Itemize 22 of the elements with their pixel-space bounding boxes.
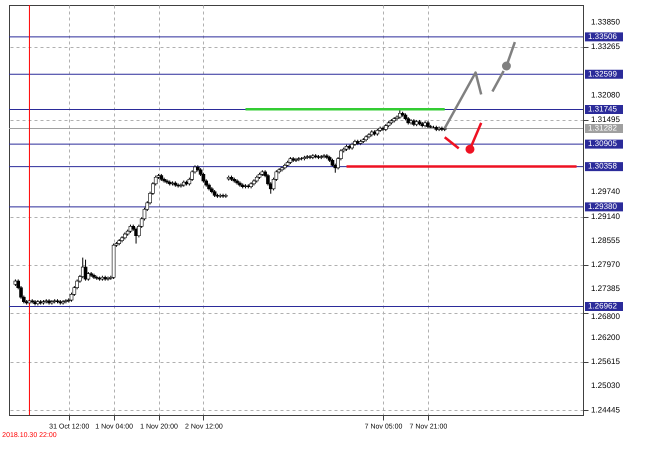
ref-line-label: 1.31745: [588, 104, 618, 114]
ref-line-label: 1.26962: [588, 302, 618, 311]
y-tick-label: 1.29140: [591, 212, 620, 221]
ref-line-label: 1.32599: [588, 69, 618, 78]
y-tick-label: 1.32080: [591, 90, 620, 100]
y-tick-label: 1.26800: [591, 312, 620, 322]
ref-line-label: 1.30358: [588, 162, 618, 171]
y-tick-label: 1.27970: [591, 260, 620, 270]
y-tick-label: 1.31495: [591, 114, 620, 124]
y-tick-label: 1.29740: [591, 187, 620, 196]
y-tick-label: 1.28555: [591, 236, 620, 245]
y-tick-label: 1.33850: [591, 18, 620, 27]
y-tick-label: 1.24445: [591, 405, 620, 414]
y-tick-label: 1.33265: [591, 42, 620, 51]
y-tick-label: 1.27385: [591, 284, 620, 294]
ref-line-label: 1.30905: [588, 139, 618, 148]
y-tick-label: 1.25030: [591, 381, 620, 390]
ref-line-label: 1.31282: [588, 124, 618, 133]
ref-line-label: 1.33506: [588, 32, 618, 41]
ref-line-label: 1.29380: [588, 202, 618, 211]
y-tick-label: 1.25615: [591, 357, 620, 366]
y-tick-label: 1.26200: [591, 332, 620, 342]
